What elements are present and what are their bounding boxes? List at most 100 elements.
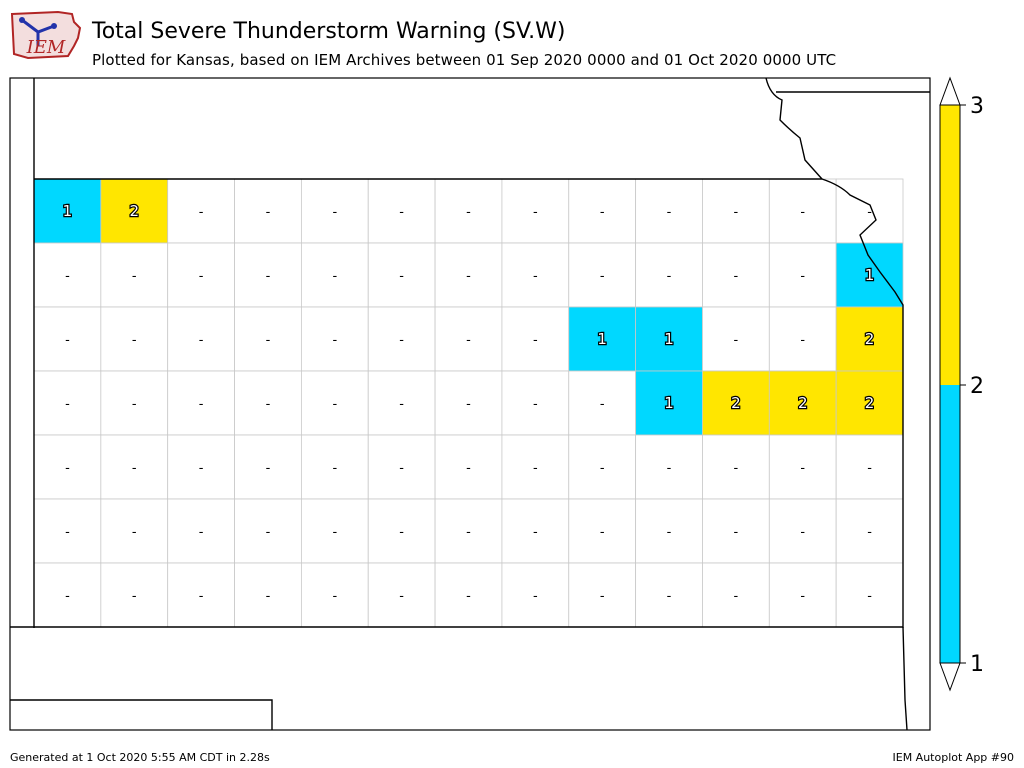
county-cell: [300, 434, 369, 500]
county-value-label: -: [332, 461, 337, 476]
county-value-label: -: [667, 205, 672, 220]
county-value-label: -: [266, 525, 271, 540]
county-cell: [100, 178, 169, 244]
county-value-label: -: [65, 461, 70, 476]
state-borders: [10, 77, 930, 731]
county-cell: [501, 498, 570, 564]
county-cell: [835, 306, 904, 372]
county-cell: [434, 242, 503, 308]
map-frame: [9, 77, 931, 731]
county-value-label: 2: [798, 394, 808, 412]
county-value-label: -: [600, 397, 605, 412]
county-value-label: -: [399, 461, 404, 476]
county-cell: [33, 242, 102, 308]
county-value-label: -: [65, 589, 70, 604]
county-value-label: -: [533, 333, 538, 348]
county-value-label: -: [667, 269, 672, 284]
county-value-label: -: [667, 525, 672, 540]
county-value-label: -: [867, 525, 872, 540]
county-value-label: 1: [664, 330, 674, 348]
iem-logo: IEM: [8, 6, 84, 64]
county-value-label: -: [533, 589, 538, 604]
county-cell: [635, 498, 703, 564]
county-cell: [768, 498, 837, 564]
county-cell: [768, 434, 837, 500]
county-cell: [367, 370, 436, 436]
county-value-label: -: [399, 333, 404, 348]
county-value-label: -: [466, 525, 471, 540]
county-cell: [367, 306, 436, 372]
county-cell: [568, 242, 637, 308]
county-cell: [635, 370, 703, 436]
county-value-label: -: [667, 589, 672, 604]
county-cell: [635, 242, 703, 308]
county-cell: [33, 306, 102, 372]
county-value-label: 1: [597, 330, 607, 348]
county-value-label: -: [65, 333, 70, 348]
county-cell: [33, 562, 102, 628]
county-value-label: -: [266, 333, 271, 348]
county-value-label: -: [466, 397, 471, 412]
county-value-label: -: [399, 525, 404, 540]
county-value-label: -: [399, 205, 404, 220]
colorbar-band-2: [940, 105, 960, 385]
county-cell: [835, 434, 904, 500]
county-value-label: -: [399, 397, 404, 412]
county-value-label: -: [734, 269, 739, 284]
county-cell: [100, 306, 169, 372]
county-value-label: -: [266, 205, 271, 220]
county-value-label: -: [332, 205, 337, 220]
county-cell: [835, 242, 904, 308]
county-value-label: 1: [63, 202, 73, 220]
county-cell: [835, 370, 904, 436]
county-cell: [835, 562, 904, 628]
county-cell: [568, 498, 637, 564]
county-cell: [234, 178, 302, 244]
county-value-label: -: [199, 397, 204, 412]
page-subtitle: Plotted for Kansas, based on IEM Archive…: [92, 51, 837, 69]
county-value-label: -: [466, 589, 471, 604]
county-cell: [702, 498, 770, 564]
county-value-label: -: [199, 333, 204, 348]
county-value-label: -: [65, 269, 70, 284]
county-cell: [100, 370, 169, 436]
county-value-label: -: [199, 205, 204, 220]
county-cell: [501, 370, 570, 436]
county-cell: [300, 242, 369, 308]
county-cell: [501, 562, 570, 628]
county-value-label: -: [332, 589, 337, 604]
county-value-label: -: [399, 269, 404, 284]
county-value-label: -: [533, 269, 538, 284]
county-value-label: -: [132, 525, 137, 540]
county-value-label: -: [132, 269, 137, 284]
county-cell: [501, 242, 570, 308]
county-value-label: -: [800, 269, 805, 284]
county-value-label: -: [466, 333, 471, 348]
county-cell: [33, 434, 102, 500]
county-cell: [568, 306, 637, 372]
county-cell: [100, 242, 169, 308]
county-value-label: -: [199, 461, 204, 476]
county-value-label: -: [734, 461, 739, 476]
county-value-label: -: [867, 461, 872, 476]
county-cell: [300, 370, 369, 436]
county-layer: 1 2 - - - - - - - - - - - - - - - - - - - - - - - 1 - - - - - - - - 1 1 - - 2 -…: [33, 178, 904, 628]
county-value-label: 2: [865, 394, 875, 412]
county-cell: [768, 306, 837, 372]
logo-text: IEM: [26, 37, 66, 58]
county-value-label: -: [800, 205, 805, 220]
colorbar-label-3: 3: [970, 94, 984, 119]
county-value-label: -: [734, 589, 739, 604]
county-cell: [568, 562, 637, 628]
county-value-label: -: [533, 397, 538, 412]
county-value-label: -: [533, 205, 538, 220]
county-value-label: 2: [865, 330, 875, 348]
county-cell: [434, 434, 503, 500]
county-cell: [434, 306, 503, 372]
county-cell: [167, 434, 235, 500]
county-cell: [768, 178, 837, 244]
county-value-label: -: [600, 461, 605, 476]
county-value-label: -: [600, 589, 605, 604]
county-cell: [234, 434, 302, 500]
county-value-label: -: [332, 397, 337, 412]
